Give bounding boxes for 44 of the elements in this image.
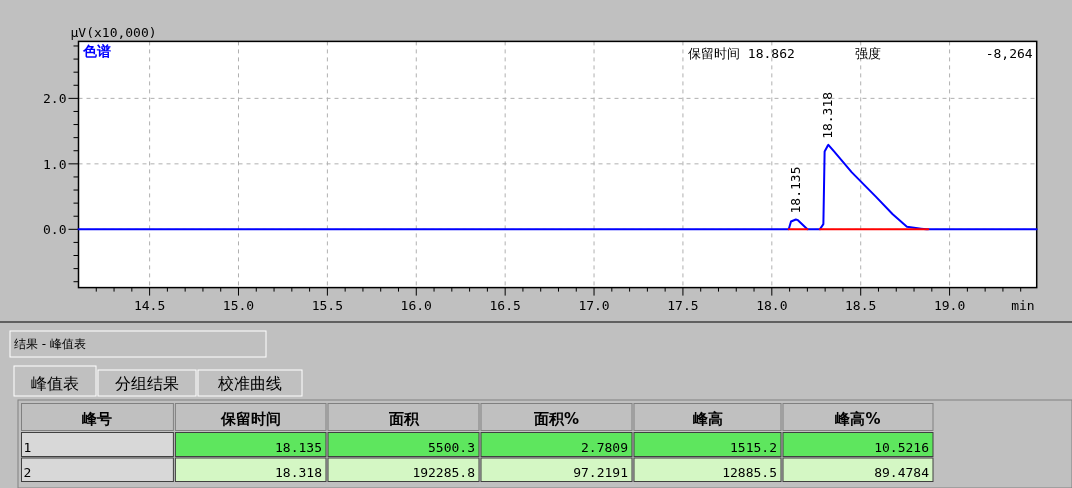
x-tick-label: 18.5 bbox=[845, 297, 877, 313]
text: 10.5216 bbox=[874, 439, 929, 455]
annotation: 18.318 bbox=[820, 91, 836, 139]
text: 192285.8 bbox=[412, 464, 475, 480]
text: 峰值表 bbox=[31, 374, 79, 393]
text: 89.4784 bbox=[874, 464, 930, 480]
x-tick-label: 17.5 bbox=[667, 297, 699, 313]
x-axis-title: min bbox=[1011, 297, 1035, 313]
x-tick-label: 17.0 bbox=[578, 297, 610, 313]
y-tick-label: 1.0 bbox=[43, 156, 67, 172]
text: 18.135 bbox=[275, 439, 322, 455]
text: 面积% bbox=[532, 409, 580, 428]
text: 面积 bbox=[387, 409, 420, 428]
chart-title: 色谱 bbox=[81, 43, 111, 60]
text: 5500.3 bbox=[428, 439, 475, 455]
y-tick-label: 0.0 bbox=[43, 222, 67, 238]
annotation: 强度 bbox=[855, 46, 881, 61]
line-series bbox=[77, 143, 1038, 231]
x-tick-label: 16.0 bbox=[400, 297, 432, 313]
text: 2 bbox=[23, 464, 32, 480]
x-tick-label: 19.0 bbox=[933, 297, 966, 313]
text: 峰高% bbox=[835, 409, 881, 428]
x-tick-label: 16.5 bbox=[489, 297, 521, 313]
text: 2.7809 bbox=[581, 439, 628, 455]
y-tick-label: 2.0 bbox=[43, 91, 67, 107]
text: 峰号 bbox=[82, 409, 113, 428]
x-tick-label: 15.5 bbox=[311, 297, 344, 313]
annotation: 18.135 bbox=[787, 166, 803, 214]
text: 97.2191 bbox=[573, 464, 628, 480]
text: 结果 - 峰值表 bbox=[14, 337, 86, 351]
x-tick-label: 18.0 bbox=[756, 297, 788, 313]
y-axis-title: μV(x10,000) bbox=[70, 25, 157, 41]
annotation: 保留时间 18.862 bbox=[688, 46, 795, 61]
text: 分组结果 bbox=[115, 374, 179, 393]
text: 峰高 bbox=[692, 409, 723, 428]
text: 1515.2 bbox=[730, 439, 777, 455]
annotation: -8,264 bbox=[985, 46, 1033, 61]
text: 18.318 bbox=[275, 464, 322, 480]
x-tick-label: 14.5 bbox=[133, 297, 166, 313]
x-tick-label: 15.0 bbox=[222, 297, 255, 313]
text: 保留时间 bbox=[219, 409, 281, 428]
text: 1 bbox=[23, 439, 32, 455]
text: 12885.5 bbox=[722, 464, 777, 480]
text: 校准曲线 bbox=[217, 374, 282, 393]
